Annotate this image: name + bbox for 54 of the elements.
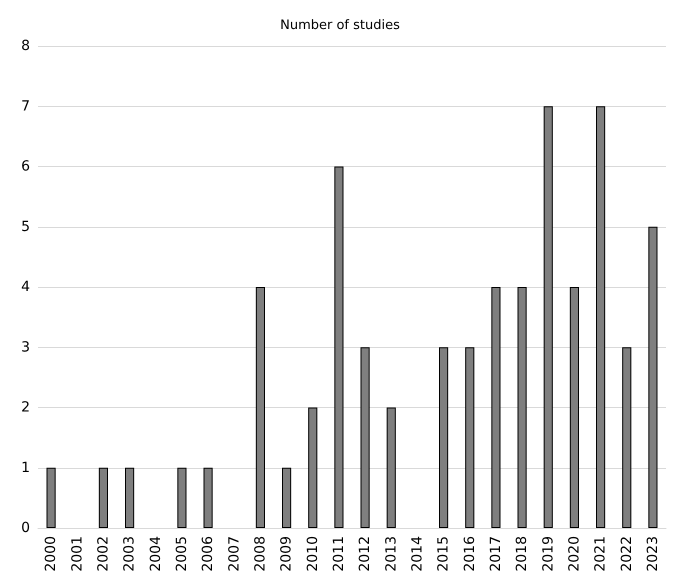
x-tick-label: 2012 bbox=[357, 536, 374, 572]
bar bbox=[386, 408, 396, 528]
x-tick-label: 2007 bbox=[226, 536, 242, 572]
bar bbox=[46, 468, 56, 528]
bar bbox=[596, 106, 606, 528]
bar bbox=[622, 347, 632, 528]
x-tick-label: 2023 bbox=[644, 536, 661, 572]
y-tick-label: 3 bbox=[21, 339, 30, 356]
bar bbox=[125, 468, 134, 528]
x-tick-label: 2001 bbox=[69, 536, 86, 572]
x-tick-label: 2011 bbox=[330, 536, 347, 572]
bar bbox=[570, 287, 579, 528]
y-tick-label: 8 bbox=[21, 38, 30, 54]
x-tick-label: 2008 bbox=[252, 536, 268, 572]
x-tick-label: 2009 bbox=[278, 536, 295, 572]
x-tick-label: 2015 bbox=[436, 536, 452, 572]
x-tick-label: 2000 bbox=[43, 536, 60, 572]
bar bbox=[282, 468, 292, 528]
x-tick-label: 2019 bbox=[540, 536, 556, 572]
bar bbox=[648, 226, 658, 528]
bar bbox=[544, 106, 553, 528]
x-tick-label: 2017 bbox=[488, 536, 504, 572]
bar bbox=[334, 166, 344, 528]
x-tick-label: 2014 bbox=[409, 536, 426, 572]
y-tick-label: 6 bbox=[21, 158, 30, 174]
y-tick-label: 1 bbox=[21, 460, 30, 476]
y-tick-label: 4 bbox=[21, 279, 30, 295]
x-tick-label: 2003 bbox=[122, 536, 138, 572]
bar bbox=[256, 287, 265, 528]
bar bbox=[204, 468, 213, 528]
x-tick-label: 2022 bbox=[618, 536, 635, 572]
x-tick-label: 2004 bbox=[148, 536, 164, 572]
y-tick-label: 7 bbox=[21, 98, 30, 114]
bar bbox=[177, 468, 186, 528]
bar bbox=[491, 287, 500, 528]
x-tick-label: 2021 bbox=[592, 536, 609, 572]
bar bbox=[439, 347, 448, 528]
y-tick-label: 2 bbox=[21, 400, 30, 416]
bar bbox=[518, 287, 527, 528]
bar bbox=[98, 468, 108, 528]
chart-title: Number of studies bbox=[280, 18, 400, 33]
x-tick-label: 2016 bbox=[462, 536, 478, 572]
bar bbox=[360, 347, 370, 528]
x-tick-label: 2006 bbox=[200, 536, 216, 572]
x-tick-label: 2005 bbox=[174, 536, 190, 572]
x-tick-label: 2020 bbox=[566, 536, 582, 572]
bar bbox=[308, 408, 318, 528]
x-tick-label: 2002 bbox=[95, 536, 112, 572]
y-tick-label: 5 bbox=[21, 218, 30, 235]
x-tick-label: 2018 bbox=[514, 536, 530, 572]
bar bbox=[465, 347, 474, 528]
x-tick-label: 2010 bbox=[304, 536, 321, 572]
x-tick-label: 2013 bbox=[383, 536, 400, 572]
y-tick-label: 0 bbox=[21, 520, 30, 536]
